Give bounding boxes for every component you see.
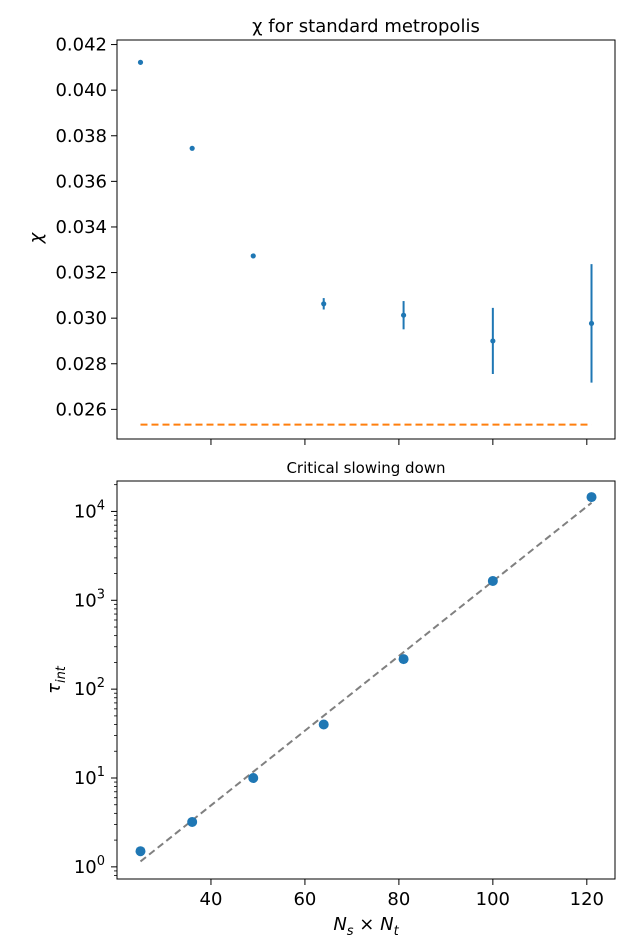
data-point [487,575,498,586]
data-point [398,654,409,665]
x-tick-label: 60 [293,889,316,910]
data-point [248,772,259,783]
y-tick-label: 0.042 [55,35,107,56]
data-point [321,301,327,307]
fit-line [139,502,593,863]
bottom-y-ticks: 100 101 102 103 104 [74,484,117,878]
y-tick-label: 0.028 [55,354,107,375]
data-point [250,253,256,259]
top-ylabel: χ [26,231,47,244]
error-bars [139,61,593,383]
data-point [187,816,198,827]
y-tick-label: 100 [74,854,105,878]
top-axes-frame [116,39,616,440]
data-point [586,492,597,503]
y-tick-label: 0.040 [55,80,107,101]
data-point [135,846,146,857]
bottom-axes-frame [116,480,616,880]
y-tick-label: 103 [74,587,105,611]
y-tick-label: 0.038 [55,126,107,147]
y-tick-label: 0.034 [55,217,107,238]
y-tick-label: 101 [74,765,105,789]
data-point [137,59,144,65]
y-tick-label: 104 [74,498,105,522]
x-tick-label: 40 [200,889,223,910]
bottom-xlabel: Ns × Nt [333,914,399,939]
top-title: χ for standard metropolis [252,16,480,37]
data-point [490,338,496,344]
y-tick-label: 0.030 [55,308,107,329]
x-tick-label: 80 [387,889,410,910]
data-point [189,145,195,151]
y-tick-label: 0.026 [55,399,107,420]
x-tick-label: 100 [476,889,510,910]
y-tick-label: 102 [74,676,105,700]
y-tick-label: 0.036 [55,171,107,192]
bottom-ylabel: τint [44,665,69,694]
top-x-ticks [210,439,588,445]
top-y-ticks: 0.026 0.028 0.030 0.032 0.034 0.036 0.038 0.040… [55,35,117,420]
data-point [400,312,407,318]
tau-points [135,492,597,857]
bottom-panel: Critical slowing down τint Ns × Nt 10010… [44,459,616,939]
data-point [318,719,329,730]
bottom-title: Critical slowing down [286,459,445,477]
chi-points [137,59,595,344]
x-tick-label: 120 [570,889,604,910]
bottom-x-ticks: 40 60 80 100 120 [200,879,604,910]
data-point [588,320,595,327]
top-panel: χ for standard metropolis χ 0.0260.0280.… [26,16,616,445]
y-tick-label: 0.032 [55,263,107,284]
